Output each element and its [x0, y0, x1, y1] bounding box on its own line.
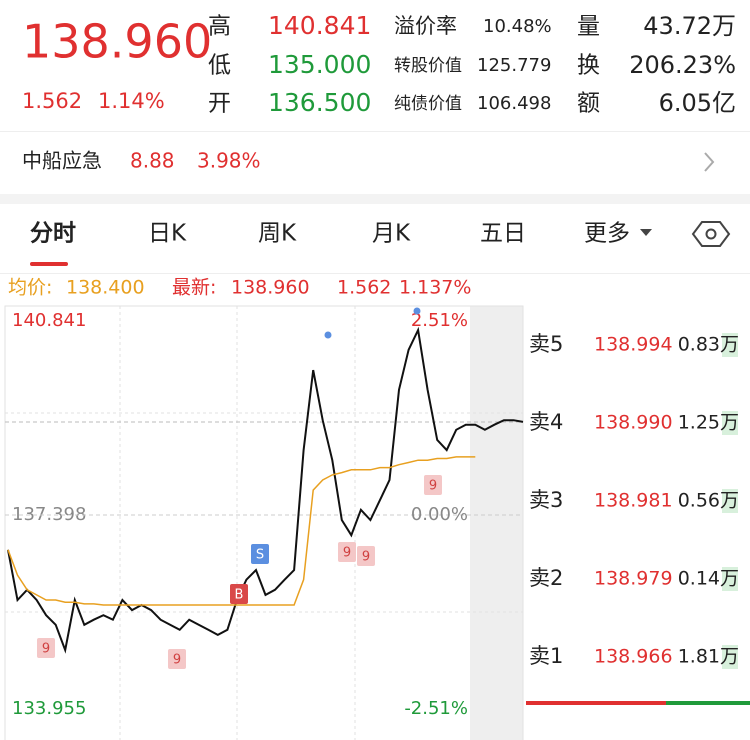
book-label: 卖1	[529, 644, 563, 668]
divider	[0, 131, 750, 132]
volume-bar	[722, 411, 738, 435]
stock-pct: 3.98%	[197, 149, 261, 173]
book-volume: 0.83万	[678, 334, 739, 356]
volume-label: 额	[577, 91, 600, 117]
book-label: 卖4	[529, 410, 563, 434]
book-price: 138.994	[594, 334, 673, 356]
intraday-chart: 140.841137.398133.9552.51%0.00%-2.51%99B…	[5, 310, 524, 719]
stat-value: 135.000	[268, 50, 371, 79]
avg-label: 均价:	[8, 277, 52, 299]
book-label: 卖5	[529, 332, 563, 356]
peak-dot	[413, 307, 421, 315]
book-price: 138.979	[594, 568, 673, 590]
book-bar-sell	[526, 701, 666, 705]
latest-label: 最新:	[172, 277, 216, 299]
bond-label: 纯债价值	[394, 94, 462, 114]
tab-underline	[30, 262, 68, 266]
signal-label: 9	[429, 479, 437, 494]
stat-label: 低	[208, 53, 231, 79]
tab[interactable]: 月K	[372, 221, 411, 247]
signal-badge	[357, 546, 375, 566]
signal-badge	[168, 649, 186, 669]
avg-value: 138.400	[66, 277, 145, 299]
y-tick-label: 133.955	[12, 698, 86, 719]
divider	[0, 273, 750, 274]
signal-badge	[424, 475, 442, 495]
book-volume: 0.14万	[678, 568, 739, 590]
series-line	[7, 456, 476, 606]
signal-badge	[37, 638, 55, 658]
stat-value: 136.500	[268, 88, 371, 117]
signal-badge	[230, 584, 248, 604]
stock-name: 中船应急	[22, 149, 102, 173]
price: 138.960	[22, 15, 212, 69]
series-line	[7, 326, 524, 654]
bond-label: 溢价率	[394, 14, 457, 38]
bond-value: 106.498	[477, 93, 551, 114]
signal-label: B	[235, 588, 244, 603]
auction-area	[470, 306, 523, 740]
tab[interactable]: 更多	[584, 221, 630, 247]
settings-icon[interactable]	[691, 221, 731, 247]
signal-badge	[251, 544, 269, 564]
bond-value: 125.779	[477, 55, 551, 76]
book-bar-buy	[666, 701, 750, 705]
book-label: 卖2	[529, 566, 563, 590]
volume-value: 206.23%	[629, 51, 736, 79]
latest-pct: 1.137%	[399, 277, 471, 299]
y-tick-label: 140.841	[12, 310, 86, 331]
chart-frame	[4, 305, 524, 740]
tabs: 分时 日K 周K 月K 五日 更多	[30, 221, 630, 247]
related-stock[interactable]: 中船应急 8.88 3.98%	[22, 149, 715, 173]
gap	[0, 194, 750, 204]
signal-badge	[338, 542, 356, 562]
volume-bar	[722, 333, 738, 357]
stat-value: 140.841	[268, 11, 371, 40]
signal-label: 9	[362, 550, 370, 565]
volume-bar	[722, 645, 738, 669]
stat-label: 开	[208, 91, 231, 117]
volume-bar	[722, 489, 738, 513]
signal-label: 9	[173, 653, 181, 668]
volume-value: 6.05亿	[659, 89, 736, 117]
chevron	[704, 152, 715, 172]
settings-icon-dot	[705, 228, 717, 240]
volume-value: 43.72万	[643, 12, 736, 40]
bond-label: 转股价值	[394, 56, 462, 76]
change-pct: 1.14%	[98, 89, 165, 113]
book-price: 138.966	[594, 646, 673, 668]
signal-label: 9	[343, 546, 351, 561]
volume-label: 量	[577, 14, 600, 40]
y2-tick-label: 2.51%	[411, 310, 468, 331]
book-price: 138.981	[594, 490, 673, 512]
dropdown-icon	[640, 229, 652, 236]
bond-value: 10.48%	[483, 16, 552, 37]
time-grid	[5, 306, 523, 740]
book-volume: 0.56万	[678, 490, 739, 512]
y2-tick-label: -2.51%	[404, 698, 468, 719]
peak-dot	[324, 331, 332, 339]
signal-label: S	[256, 548, 264, 563]
stock-price: 8.88	[130, 149, 175, 173]
book-volume: 1.81万	[678, 646, 739, 668]
change: 1.562	[22, 89, 82, 113]
book-label: 卖3	[529, 488, 563, 512]
y2-tick-label: 0.00%	[411, 504, 468, 525]
tab[interactable]: 周K	[258, 221, 297, 247]
volume-bar	[722, 567, 738, 591]
book-volume: 1.25万	[678, 412, 739, 434]
volume-label: 换	[577, 53, 600, 79]
tab[interactable]: 分时	[30, 221, 76, 247]
signal-label: 9	[42, 642, 50, 657]
stat-label: 高	[208, 14, 231, 40]
tab[interactable]: 五日	[480, 221, 526, 247]
book-price: 138.990	[594, 412, 673, 434]
tab[interactable]: 日K	[148, 221, 187, 247]
latest-value: 138.960	[231, 277, 310, 299]
latest-change: 1.562	[337, 277, 391, 299]
